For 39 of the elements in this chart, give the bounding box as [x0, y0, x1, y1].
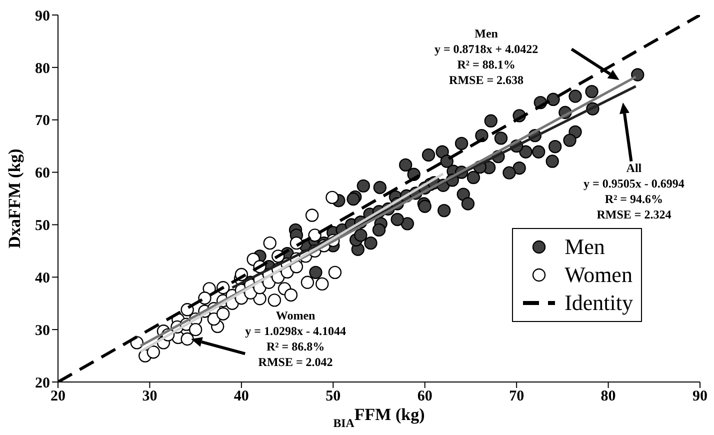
y-tick-label: 40 [35, 270, 50, 286]
y-tick-label: 20 [35, 375, 50, 392]
x-tick-label: 90 [692, 388, 708, 405]
y-axis-title: DxaFFM (kg) [5, 148, 24, 248]
x-tick-label: 40 [234, 388, 249, 405]
point [284, 288, 298, 302]
point [308, 228, 322, 242]
point [180, 332, 194, 346]
legend-label: Identity [564, 289, 633, 317]
point [328, 266, 342, 280]
point [207, 312, 221, 326]
point [216, 307, 230, 320]
y-tick-label: 80 [35, 60, 50, 77]
point [198, 292, 212, 305]
legend-label: Men [564, 233, 605, 261]
y-tick-label: 70 [35, 113, 50, 130]
point [316, 277, 329, 291]
y-tick-label: 90 [35, 8, 50, 24]
x-tick-label: 70 [509, 388, 524, 405]
point [146, 346, 160, 359]
point [268, 294, 282, 307]
point [326, 190, 339, 204]
x-tick-label: 30 [142, 388, 158, 405]
x-tick-label: 50 [326, 388, 341, 405]
x-tick-label: 60 [417, 388, 432, 405]
x-tick-label: 20 [50, 388, 66, 405]
point [305, 208, 319, 222]
point [300, 276, 314, 289]
annotation: Men y = 0.8718x + 4.0422 R² = 88.1% RMSE = 2.638 [434, 26, 538, 88]
point [263, 236, 276, 250]
x-tick-label: 80 [600, 388, 616, 405]
point [188, 322, 202, 336]
y-tick-label: 30 [35, 322, 50, 339]
annotation: All y = 0.9505x - 0.6994 R² = 94.6% RMSE = 2.324 [584, 160, 684, 222]
x-axis-title: $_{BIA}$FFM (kg) [333, 405, 425, 430]
annotation: Women y = 1.0298x - 4.1044 R² = 86.8% RMSE = 2.042 [245, 308, 346, 370]
legend-label: Women [564, 261, 632, 289]
y-tick-label: 60 [35, 166, 50, 182]
y-tick-label: 50 [35, 218, 50, 234]
